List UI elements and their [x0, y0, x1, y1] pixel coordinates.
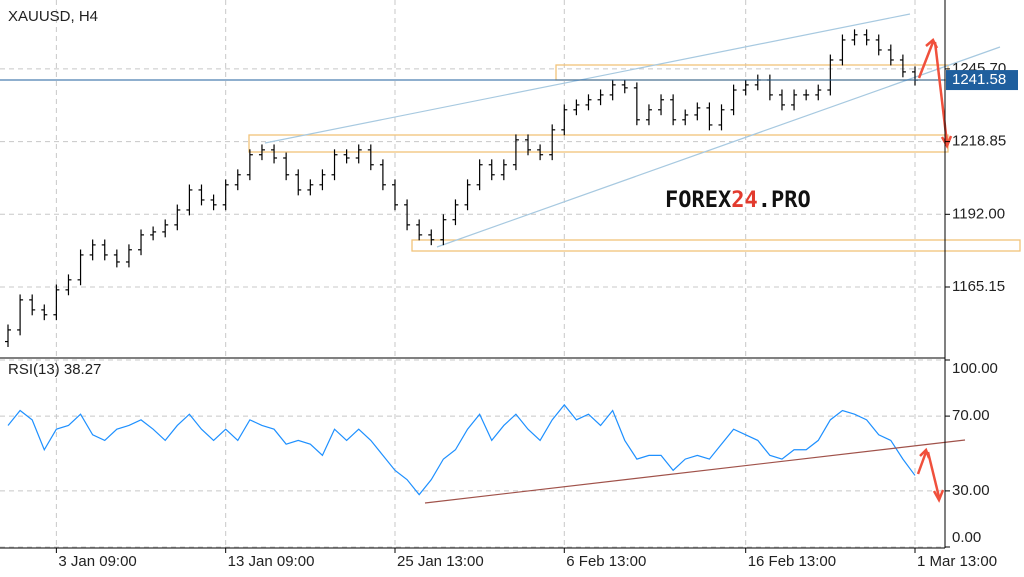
watermark: FOREX24.PRO [665, 188, 811, 213]
watermark-part: 24 [731, 188, 758, 213]
trend-line [264, 13, 911, 144]
arrow [926, 451, 941, 498]
x-tick-label: 6 Feb 13:00 [566, 553, 646, 570]
frame [0, 0, 946, 549]
rsi-trend-line [424, 439, 966, 504]
axes: 1165.151192.001218.851245.700.0030.0070.… [55, 60, 1018, 570]
overlay [0, 79, 945, 496]
price-bars [5, 29, 918, 347]
zone [411, 239, 1021, 252]
x-tick-label: 16 Feb 13:00 [748, 553, 836, 570]
x-tick-label: 25 Jan 13:00 [397, 553, 484, 570]
x-tick-label: 1 Mar 13:00 [917, 553, 997, 570]
y-tick-label: 30.00 [952, 482, 990, 499]
arrow-head [932, 489, 945, 503]
indicator-name: RSI(13) [8, 361, 60, 378]
arrow [916, 451, 928, 475]
y-tick-label: 0.00 [952, 529, 981, 546]
arrow [917, 41, 935, 79]
y-tick-label: 1218.85 [952, 133, 1006, 150]
rsi-line [7, 403, 916, 496]
current-price-label: 1241.58 [952, 71, 1006, 88]
y-tick-label: 1165.15 [952, 278, 1005, 295]
y-tick-label: 100.00 [952, 360, 998, 377]
x-tick-label: 13 Jan 09:00 [228, 553, 315, 570]
y-tick-label: 70.00 [952, 407, 990, 424]
watermark-part: .PRO [758, 188, 811, 213]
chart-title: XAUUSD, H4 [8, 8, 98, 25]
arrow-head [940, 135, 953, 149]
y-tick-label: 1192.00 [952, 205, 1005, 222]
indicator-value: 38.27 [64, 361, 102, 378]
x-tick-label: 3 Jan 09:00 [58, 553, 136, 570]
current-price-box [946, 70, 1018, 91]
indicator-title: RSI(13) 38.27 [8, 361, 101, 378]
watermark-part: FOREX [665, 188, 731, 213]
